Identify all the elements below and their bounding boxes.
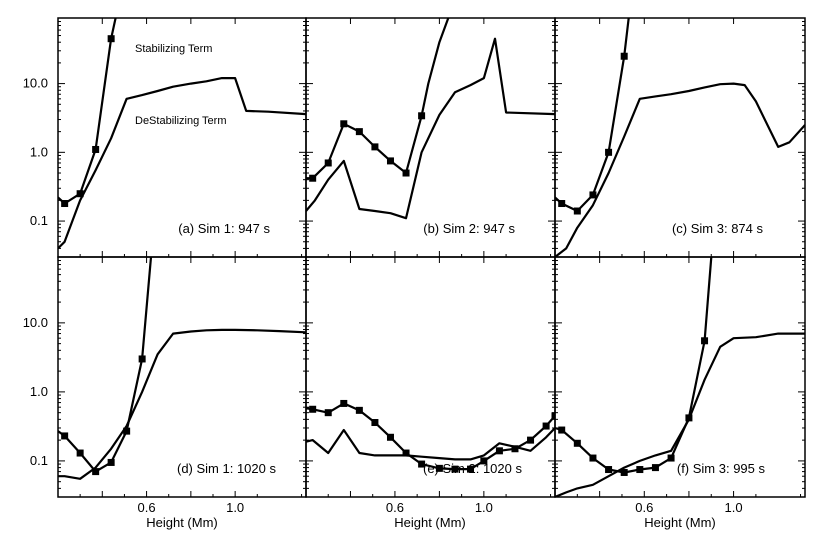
stabilizing-marker: [92, 145, 100, 153]
panel-d: (d) Sim 1: 1020 s: [57, 256, 307, 498]
stabilizing-marker: [107, 458, 115, 466]
stabilizing-marker: [324, 159, 332, 167]
stabilizing-marker: [589, 191, 597, 199]
stabilizing-marker: [573, 439, 581, 447]
stabilizing-marker: [435, 464, 443, 472]
stabilizing-marker: [605, 466, 613, 474]
stabilizing-marker: [61, 432, 69, 440]
destabilizing-line: [555, 332, 805, 497]
stabilizing-marker: [542, 422, 550, 430]
x-axis-label-3: Height (Mm): [644, 515, 716, 530]
stabilizing-line: [58, 257, 153, 473]
panel-plot-area: [58, 257, 306, 480]
stabilizing-marker: [418, 112, 426, 120]
panel-plot-area: [555, 257, 805, 497]
stabilizing-marker: [92, 468, 100, 476]
stabilizing-marker: [402, 449, 410, 457]
stabilizing-marker: [620, 468, 628, 476]
y-tick-label: 0.1: [30, 213, 48, 228]
panel-frame-f: [554, 256, 806, 498]
stabilizing-marker: [138, 355, 146, 363]
y-tick-label: 0.1: [30, 453, 48, 468]
panel-f: (f) Sim 3: 995 s: [554, 256, 806, 498]
y-tick-label: 10.0: [23, 76, 48, 91]
panel-plot-area: [58, 18, 306, 250]
panel-label-f: (f) Sim 3: 995 s: [677, 461, 766, 476]
stabilizing-marker: [309, 174, 317, 182]
stabilizing-marker: [701, 337, 709, 345]
stabilizing-marker: [573, 207, 581, 215]
x-axis-label-2: Height (Mm): [394, 515, 466, 530]
stabilizing-marker: [467, 465, 475, 473]
panel-plot-area: [306, 399, 555, 473]
stabilizing-marker: [418, 460, 426, 468]
panel-plot-area: [306, 18, 555, 220]
stabilizing-marker: [355, 128, 363, 136]
x-axis-label-1: Height (Mm): [146, 515, 218, 530]
stabilizing-marker: [386, 433, 394, 441]
stabilizing-marker: [480, 457, 488, 465]
destabilizing-line: [306, 37, 555, 220]
stabilizing-marker: [558, 200, 566, 208]
destabilizing-line: [306, 427, 555, 461]
destabilizing-line: [58, 328, 306, 480]
destabilizing-term-annotation: DeStabilizing Term: [135, 115, 227, 127]
panel-plot-area: [555, 18, 805, 257]
stabilizing-marker: [386, 157, 394, 165]
stabilizing-marker: [558, 426, 566, 434]
panel-a: (a) Sim 1: 947 s Stabilizing Term DeStab…: [57, 17, 307, 258]
stabilizing-marker: [636, 466, 644, 474]
x-tick-label: 0.6: [635, 500, 653, 515]
stabilizing-marker: [551, 412, 555, 420]
destabilizing-line: [555, 82, 805, 257]
stabilizing-marker: [527, 436, 535, 444]
panel-label-b: (b) Sim 2: 947 s: [423, 221, 515, 236]
stabilizing-marker: [324, 409, 332, 417]
stabilizing-marker: [123, 427, 131, 435]
stabilizing-line: [306, 18, 450, 180]
x-tick-label: 1.0: [725, 500, 743, 515]
x-tick-label: 1.0: [475, 500, 493, 515]
stabilizing-line: [555, 18, 630, 213]
panel-label-a: (a) Sim 1: 947 s: [178, 221, 270, 236]
stabilizing-line: [58, 18, 117, 205]
stabilizing-marker: [589, 454, 597, 462]
y-tick-label: 10.0: [23, 315, 48, 330]
x-tick-label: 1.0: [226, 500, 244, 515]
stabilizing-marker: [355, 406, 363, 414]
y-tick-label: 1.0: [30, 384, 48, 399]
panel-label-c: (c) Sim 3: 874 s: [672, 221, 764, 236]
stabilizing-marker: [620, 52, 628, 60]
stabilizing-marker: [495, 447, 503, 455]
stabilizing-marker: [402, 169, 410, 177]
panel-e: (e) Sim 2: 1020 s: [305, 256, 556, 498]
stabilizing-marker: [605, 148, 613, 156]
panel-label-d: (d) Sim 1: 1020 s: [177, 461, 276, 476]
stabilizing-marker: [61, 200, 69, 208]
stabilizing-marker: [667, 454, 675, 462]
panel-b: (b) Sim 2: 947 s: [305, 17, 556, 258]
destabilizing-line: [58, 76, 306, 250]
stabilizing-marker: [107, 35, 115, 43]
x-tick-label: 0.6: [138, 500, 156, 515]
stabilizing-term-annotation: Stabilizing Term: [135, 43, 212, 55]
stabilizing-marker: [371, 419, 379, 427]
stabilizing-marker: [340, 399, 348, 407]
stabilizing-line: [306, 402, 555, 471]
stabilizing-marker: [651, 464, 659, 472]
panel-c: (c) Sim 3: 874 s: [554, 17, 806, 258]
stabilizing-marker: [371, 143, 379, 151]
stabilizing-marker: [76, 449, 84, 457]
stabilizing-marker: [685, 414, 693, 422]
stabilizing-marker: [451, 465, 459, 473]
stabilizing-marker: [340, 120, 348, 128]
x-tick-label: 0.6: [386, 500, 404, 515]
stabilizing-marker: [309, 405, 317, 413]
stabilizing-marker: [76, 190, 84, 198]
y-tick-label: 1.0: [30, 144, 48, 159]
stabilizing-marker: [511, 445, 519, 453]
